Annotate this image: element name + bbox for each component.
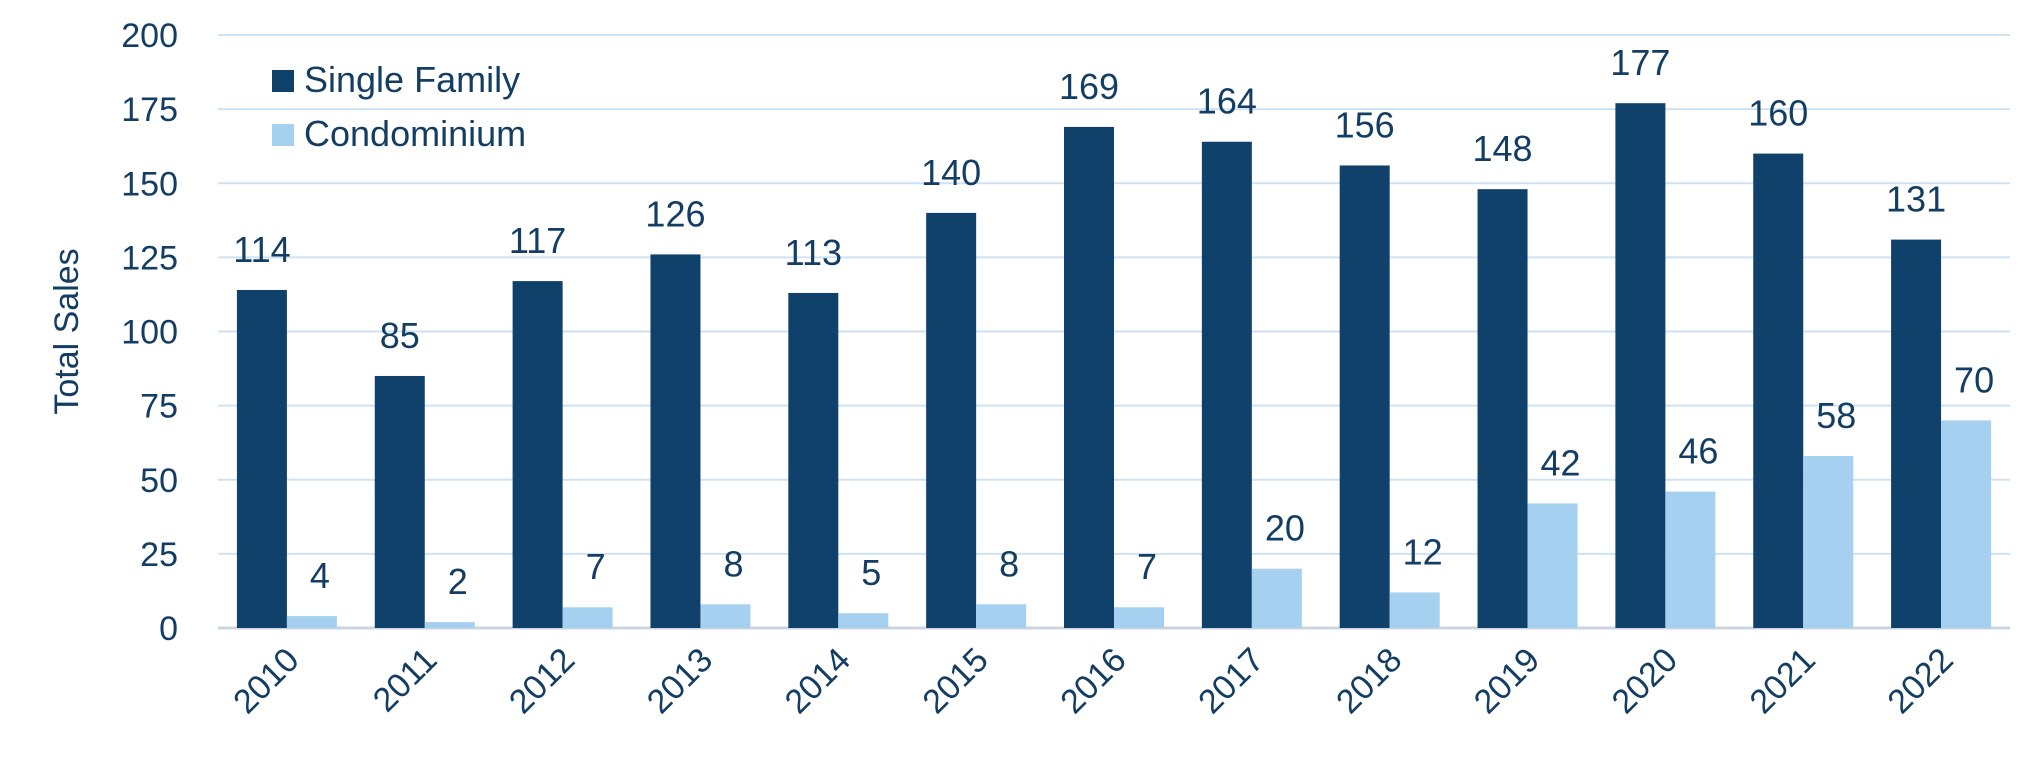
bar-single-family-2013: [650, 254, 701, 628]
bar-condominium-2014: [838, 613, 889, 628]
data-label-single-family-2017: 164: [1197, 81, 1257, 122]
bar-single-family-2021: [1753, 153, 1804, 628]
bars: [236, 103, 1992, 629]
x-tick-label: 2012: [502, 641, 582, 721]
data-labels: 114 4 85 2 117 7 126 8 113 5 140 8 169 7 164 20 156 12 148…: [233, 42, 1994, 602]
legend-swatch-condominium: [272, 124, 294, 146]
x-tick-label: 2020: [1605, 641, 1685, 721]
bar-single-family-2012: [512, 281, 563, 628]
bar-single-family-2011: [374, 375, 425, 628]
data-label-condominium-2018: 12: [1403, 531, 1443, 572]
y-tick-label: 75: [140, 388, 178, 426]
bar-single-family-2018: [1339, 165, 1390, 628]
data-label-condominium-2013: 8: [723, 543, 743, 584]
x-axis-ticks: 2010 2011 2012 2013 2014 2015 2016 2017 2018 2019…: [226, 641, 1961, 721]
x-tick-label: 2010: [226, 641, 306, 721]
x-tick-label: 2017: [1191, 641, 1271, 721]
y-tick-label: 50: [140, 462, 178, 500]
data-label-single-family-2015: 140: [921, 152, 981, 193]
data-label-single-family-2020: 177: [1610, 42, 1670, 83]
x-tick-label: 2013: [640, 641, 720, 721]
x-tick-label: 2014: [778, 641, 858, 721]
bar-condominium-2015: [976, 604, 1027, 628]
bar-single-family-2017: [1201, 141, 1252, 629]
x-tick-label: 2011: [366, 641, 445, 720]
legend-label-single-family: Single Family: [304, 59, 520, 100]
bar-condominium-2019: [1527, 503, 1578, 628]
data-label-single-family-2022: 131: [1886, 179, 1946, 220]
bar-single-family-2019: [1477, 189, 1528, 628]
bar-condominium-2020: [1665, 491, 1716, 628]
data-label-condominium-2022: 70: [1954, 359, 1994, 400]
data-label-condominium-2020: 46: [1678, 431, 1718, 472]
legend-swatch-single-family: [272, 70, 294, 92]
data-label-condominium-2016: 7: [1137, 546, 1157, 587]
data-label-condominium-2010: 4: [310, 555, 330, 596]
x-tick-label: 2022: [1880, 641, 1960, 721]
y-tick-label: 25: [140, 536, 178, 574]
data-label-single-family-2014: 113: [785, 232, 842, 273]
bar-condominium-2022: [1941, 420, 1992, 628]
data-label-condominium-2012: 7: [586, 546, 606, 587]
legend: Single Family Condominium: [272, 59, 526, 154]
bar-condominium-2012: [562, 607, 613, 628]
y-axis-ticks: 0 25 50 75 100 125 150 175 200: [121, 17, 178, 648]
data-label-condominium-2017: 20: [1265, 508, 1305, 549]
bar-condominium-2013: [700, 604, 751, 628]
bar-single-family-2020: [1615, 103, 1666, 628]
legend-label-condominium: Condominium: [304, 113, 526, 154]
data-label-single-family-2012: 117: [509, 220, 566, 261]
x-tick-label: 2019: [1467, 641, 1547, 721]
bar-condominium-2011: [424, 622, 475, 628]
y-tick-label: 175: [121, 91, 178, 129]
x-tick-label: 2016: [1053, 641, 1133, 721]
bar-condominium-2017: [1251, 568, 1302, 628]
data-label-single-family-2019: 148: [1472, 128, 1532, 169]
data-label-condominium-2021: 58: [1816, 395, 1856, 436]
bar-single-family-2010: [236, 289, 287, 628]
bar-single-family-2016: [1064, 126, 1114, 628]
x-tick-label: 2015: [915, 641, 995, 721]
x-tick-label: 2018: [1329, 641, 1409, 721]
data-label-single-family-2016: 169: [1059, 66, 1119, 107]
bar-single-family-2022: [1891, 239, 1942, 628]
bar-condominium-2018: [1389, 592, 1440, 628]
y-tick-label: 0: [159, 610, 178, 648]
data-label-condominium-2019: 42: [1541, 442, 1581, 483]
data-label-single-family-2018: 156: [1335, 104, 1395, 145]
x-tick-label: 2021: [1743, 641, 1823, 721]
data-label-condominium-2014: 5: [861, 552, 881, 593]
y-tick-label: 125: [121, 239, 178, 277]
data-label-condominium-2011: 2: [448, 561, 468, 602]
bar-single-family-2014: [788, 292, 839, 628]
data-label-condominium-2015: 8: [999, 543, 1019, 584]
data-label-single-family-2021: 160: [1748, 93, 1808, 134]
bar-single-family-2015: [926, 212, 977, 628]
bar-condominium-2016: [1114, 607, 1164, 628]
data-label-single-family-2011: 85: [380, 315, 420, 356]
bar-condominium-2010: [286, 616, 337, 628]
y-tick-label: 200: [121, 17, 178, 55]
bar-condominium-2021: [1803, 456, 1854, 628]
data-label-single-family-2010: 114: [233, 229, 290, 270]
y-tick-label: 150: [121, 165, 178, 203]
y-tick-label: 100: [121, 314, 178, 352]
y-axis-title: Total Sales: [48, 248, 86, 414]
data-label-single-family-2013: 126: [645, 193, 705, 234]
